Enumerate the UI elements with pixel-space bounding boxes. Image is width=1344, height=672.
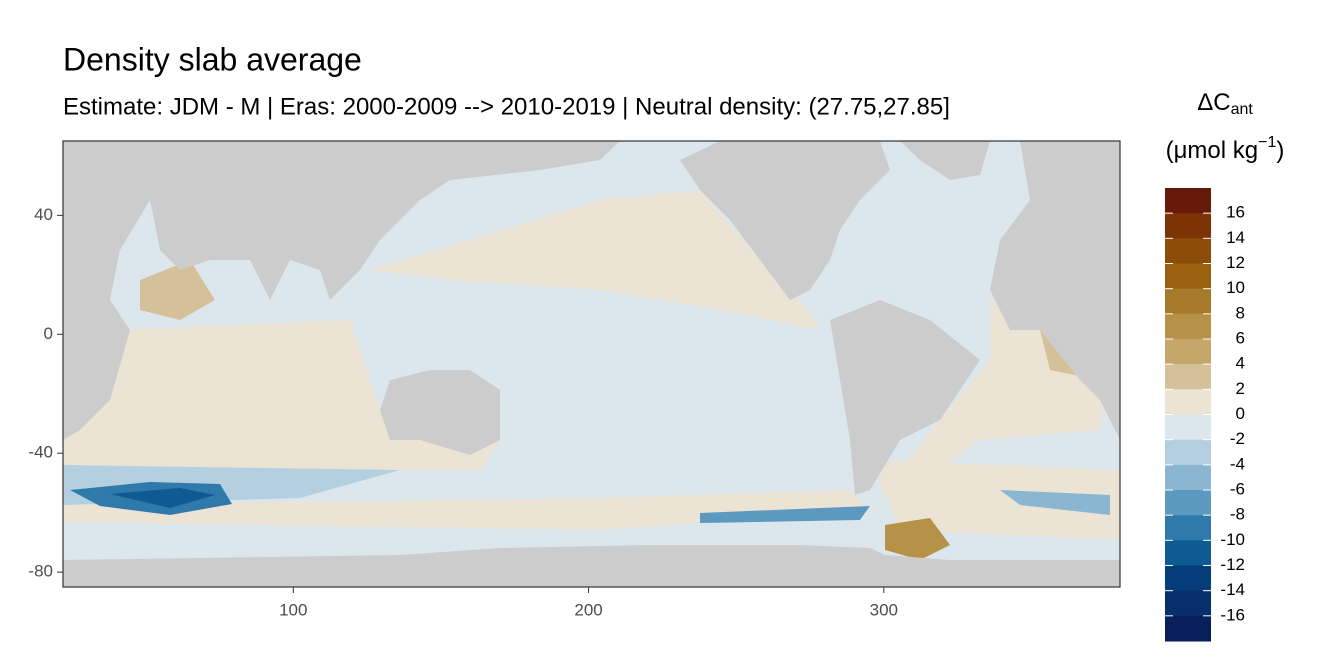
y-tick-label: 0	[44, 324, 53, 343]
colorbar-bin	[1165, 540, 1211, 566]
colorbar-bin	[1165, 339, 1211, 365]
x-tick-label: 100	[279, 600, 307, 619]
legend-title: ΔCant	[1197, 89, 1253, 118]
colorbar-bin	[1165, 364, 1211, 390]
colorbar-label: -2	[1230, 429, 1245, 448]
negative-patch	[110, 488, 215, 508]
colorbar-bin	[1165, 263, 1211, 290]
negative-patch	[1000, 490, 1110, 515]
colorbar-bin	[1165, 490, 1211, 516]
legend-title-main: ΔC	[1197, 89, 1230, 116]
colorbar-bin	[1165, 288, 1211, 315]
colorbar-bin	[1165, 464, 1211, 491]
colorbar-bin	[1165, 439, 1211, 466]
colorbar-bin	[1165, 590, 1211, 617]
land	[63, 141, 1120, 587]
colorbar-label: 4	[1236, 354, 1245, 373]
chart-subtitle: Estimate: JDM - M | Eras: 2000-2009 --> …	[63, 93, 950, 120]
colorbar-label: -16	[1220, 605, 1245, 624]
colorbar-label: 0	[1236, 404, 1245, 423]
colorbar-label: -12	[1220, 555, 1245, 574]
colorbar-bin	[1165, 213, 1211, 239]
colorbar-bin	[1165, 565, 1211, 592]
y-tick-label: -40	[28, 443, 53, 462]
chart-title: Density slab average	[63, 41, 362, 77]
colorbar-bin	[1165, 313, 1211, 340]
colorbar-bin	[1165, 188, 1211, 214]
colorbar-label: -10	[1220, 530, 1245, 549]
legend-title-sub: ant	[1231, 101, 1254, 118]
colorbar-label: 8	[1236, 303, 1245, 322]
colorbar-bin	[1165, 615, 1211, 642]
colorbar-bin	[1165, 515, 1211, 541]
legend-unit-sup: −1	[1258, 134, 1276, 151]
colorbar-bin	[1165, 238, 1211, 264]
plot-border	[62, 140, 1121, 588]
colorbar-label: -6	[1230, 479, 1245, 498]
colorbar-label: 14	[1226, 228, 1245, 247]
colorbar-label: 12	[1226, 253, 1245, 272]
negative-patch	[700, 506, 870, 523]
colorbar-label: 10	[1226, 278, 1245, 297]
map	[63, 141, 1120, 587]
colorbar-bin	[1165, 389, 1211, 415]
colorbar-label: -14	[1220, 580, 1245, 599]
x-tick-label: 300	[870, 600, 898, 619]
x-tick-label: 200	[574, 600, 602, 619]
colorbar-label: 6	[1236, 328, 1245, 347]
colorbar-label: 2	[1236, 379, 1245, 398]
colorbar-label: -4	[1230, 454, 1245, 473]
colorbar-label: -8	[1230, 505, 1245, 524]
legend-unit-suffix: )	[1276, 137, 1284, 164]
legend-unit-prefix: (μmol kg	[1166, 137, 1259, 164]
y-tick-label: -80	[28, 562, 53, 581]
legend-unit: (μmol kg−1)	[1166, 134, 1285, 164]
y-tick-label: 40	[34, 205, 53, 224]
colorbar-label: 16	[1226, 203, 1245, 222]
positive-patch	[140, 260, 215, 320]
colorbar-bin	[1165, 414, 1211, 441]
positive-patch	[885, 518, 950, 560]
